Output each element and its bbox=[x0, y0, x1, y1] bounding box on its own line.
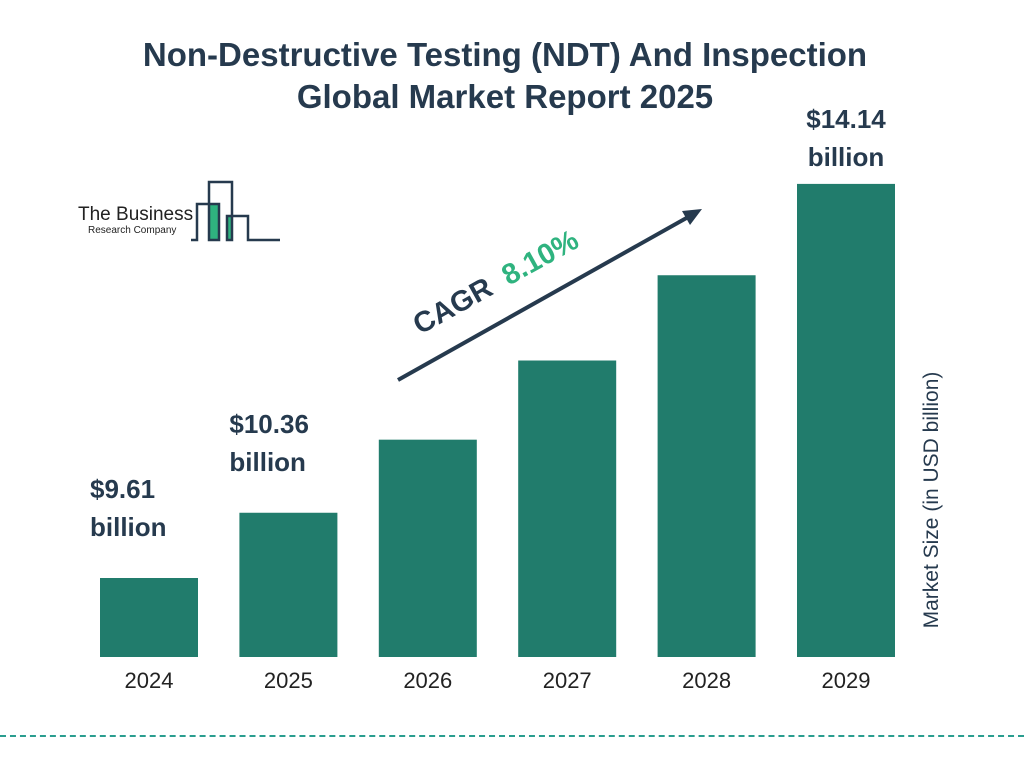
data-label-2025: $10.36 bbox=[229, 409, 309, 439]
data-label-2025: billion bbox=[229, 447, 306, 477]
data-label-2024: $9.61 bbox=[90, 474, 155, 504]
title-line-2: Global Market Report 2025 bbox=[296, 78, 714, 115]
data-label-2029: $14.14 bbox=[806, 104, 886, 134]
title-line-1: Non-Destructive Testing (NDT) And Inspec… bbox=[142, 36, 868, 73]
bar-2025 bbox=[239, 512, 338, 657]
bar-2024 bbox=[100, 578, 198, 657]
x-tick-label: 2025 bbox=[264, 668, 313, 693]
x-tick-label: 2024 bbox=[125, 668, 174, 693]
cagr-arrow-head-icon bbox=[682, 209, 702, 225]
x-tick-label: 2029 bbox=[822, 668, 871, 693]
bar-2027 bbox=[518, 360, 617, 657]
x-tick-label: 2026 bbox=[403, 668, 452, 693]
chart-title: Non-Destructive Testing (NDT) And Inspec… bbox=[0, 34, 1010, 118]
logo-buildings-icon bbox=[191, 180, 280, 242]
footer-divider bbox=[0, 735, 1024, 737]
cagr-annotation: CAGR 8.10% bbox=[397, 209, 702, 382]
bar-2028 bbox=[657, 275, 756, 657]
x-tick-label: 2027 bbox=[543, 668, 592, 693]
bar-2026 bbox=[378, 439, 477, 657]
cagr-arrow-line bbox=[397, 214, 691, 382]
logo-text-1: The Business bbox=[78, 204, 194, 225]
data-label-2029: billion bbox=[808, 142, 885, 172]
y-axis-label: Market Size (in USD billion) bbox=[920, 371, 943, 629]
data-label-2024: billion bbox=[90, 512, 167, 542]
x-tick-label: 2028 bbox=[682, 668, 731, 693]
company-logo: The Business Research Company bbox=[78, 180, 283, 245]
logo-text-2: Research Company bbox=[88, 225, 177, 236]
bar-2029 bbox=[797, 183, 895, 658]
